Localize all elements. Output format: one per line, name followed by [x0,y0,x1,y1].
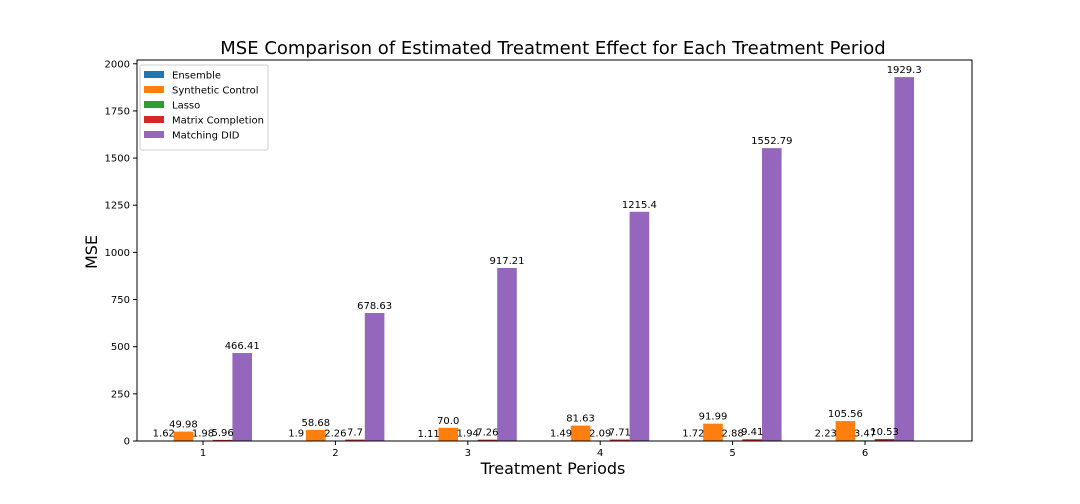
bar-matching-did-period-5 [762,148,782,441]
legend-swatch [144,131,164,138]
bar-synthetic-control-period-4 [570,425,591,441]
data-label: 81.63 [566,414,595,425]
x-tick-label: 5 [729,448,735,459]
legend: Ensemble Synthetic Control Lasso Matrix Com… [139,64,269,151]
bar-synthetic-control-period-6 [835,421,856,441]
bar-matrix-completion-period-3 [477,439,498,441]
legend-swatch [144,101,164,108]
x-tick-label: 3 [465,448,471,459]
x-tick-label: 6 [862,448,868,459]
data-label: 678.63 [357,301,392,312]
bars-layer [154,77,914,442]
x-axis-title: Treatment Periods [480,459,626,478]
data-label: 3.47 [854,428,876,439]
bar-synthetic-control-period-2 [306,429,326,441]
data-label: 7.26 [476,428,498,439]
data-label: 91.99 [699,412,728,423]
legend-label: Matrix Completion [172,116,264,127]
data-label: 49.98 [169,420,198,431]
data-label: 2.23 [815,429,837,440]
x-axis: 1 2 3 4 5 6 [200,441,868,459]
data-label: 2.09 [589,429,611,440]
data-label: 9.41 [741,427,763,438]
bar-synthetic-control-period-1 [173,431,194,441]
x-tick-label: 4 [597,448,603,459]
data-label: 10.53 [870,427,899,438]
y-tick-label: 1000 [105,248,130,259]
data-label: 1929.3 [887,65,922,76]
legend-box [139,64,269,151]
data-label: 2.88 [721,428,743,439]
legend-label: Matching DID [172,131,240,142]
data-label: 70.0 [437,416,459,427]
x-tick-label: 1 [200,448,206,459]
data-label: 105.56 [828,409,863,420]
bar-matching-did-period-4 [629,211,650,441]
y-tick-label: 250 [111,389,130,400]
y-axis-title: MSE [82,235,101,269]
bar-matrix-completion-period-6 [874,439,895,441]
plot-area-frame [136,59,973,442]
y-tick-label: 500 [111,342,130,353]
y-tick-label: 750 [111,295,130,306]
bar-matrix-completion-period-5 [742,439,762,441]
data-label: 917.21 [490,256,525,267]
bar-matching-did-period-6 [894,77,914,442]
legend-swatch [144,86,164,93]
bar-synthetic-control-period-3 [438,427,458,441]
data-label: 58.68 [301,418,330,429]
data-label: 7.71 [609,428,631,439]
data-label: 1.49 [550,429,572,440]
data-labels-layer: 1.62 1.9 1.11 1.49 1.72 2.23 49.98 58.68 70.0 81.… [153,65,922,440]
legend-swatch [144,116,164,123]
legend-label: Lasso [172,101,200,112]
bar-matching-did-period-2 [364,313,385,441]
y-tick-label: 1500 [105,154,130,165]
legend-swatch [144,71,164,78]
bar-matching-did-period-3 [497,268,517,441]
data-label: 1.62 [153,429,175,440]
x-tick-label: 2 [332,448,338,459]
bar-matrix-completion-period-4 [610,439,630,441]
bar-matrix-completion-period-2 [345,439,365,441]
data-label: 1.9 [288,429,304,440]
data-label: 1.94 [457,429,479,440]
y-tick-label: 0 [124,437,130,448]
legend-label: Synthetic Control [172,86,259,97]
y-tick-label: 1250 [105,201,130,212]
data-label: 2.26 [324,429,346,440]
data-label: 1552.79 [751,136,792,147]
chart-title: MSE Comparison of Estimated Treatment Ef… [220,38,885,59]
data-label: 1.98 [192,429,214,440]
data-label: 466.41 [225,341,260,352]
bar-matching-did-period-1 [232,353,252,441]
y-axis: 0 250 500 750 1000 1250 1500 1750 2000 [105,59,137,448]
data-label: 5.96 [211,428,233,439]
data-label: 1.72 [682,429,704,440]
y-tick-label: 2000 [105,59,130,70]
y-tick-label: 1750 [105,106,130,117]
data-label: 1.11 [417,429,439,440]
data-label: 1215.4 [622,200,657,211]
bar-matrix-completion-period-1 [212,439,233,441]
legend-label: Ensemble [172,71,221,82]
data-label: 7.7 [347,428,363,439]
bar-synthetic-control-period-5 [703,423,723,441]
